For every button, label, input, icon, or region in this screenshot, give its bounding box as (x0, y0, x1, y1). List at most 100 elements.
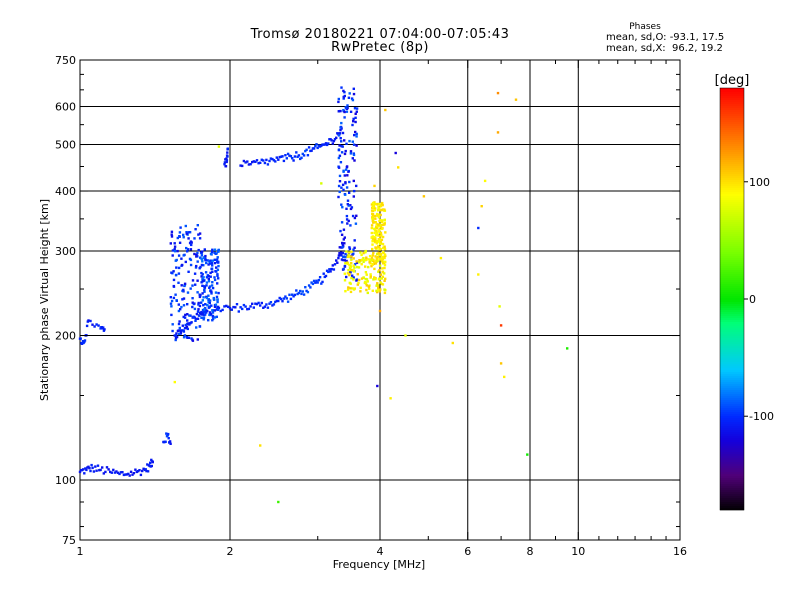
echo-point (312, 147, 316, 150)
echo-point (341, 243, 344, 246)
echo-point (380, 203, 384, 206)
colorbar-segment (720, 114, 744, 117)
echo-point (173, 242, 176, 245)
echo-point (171, 323, 174, 326)
echo-point (346, 174, 349, 177)
colorbar-segment (720, 94, 744, 97)
colorbar-segment (720, 388, 744, 391)
colorbar-segment (720, 214, 744, 217)
echo-point (191, 279, 195, 282)
echo-point (341, 145, 344, 148)
echo-point (286, 152, 290, 156)
echo-point (239, 164, 242, 167)
echo-point (383, 256, 386, 259)
echo-point (345, 214, 349, 218)
echo-point (371, 243, 374, 246)
echo-point (364, 277, 367, 281)
echo-point (286, 300, 290, 303)
colorbar-segment (720, 218, 744, 221)
colorbar-segment (720, 358, 744, 361)
echo-point (225, 157, 228, 160)
echo-point (370, 226, 373, 230)
echo-point (189, 248, 193, 251)
echo-point (176, 236, 179, 240)
echo-point (181, 324, 184, 327)
echo-point (380, 282, 383, 286)
colorbar-segment (720, 464, 744, 467)
colorbar-segment (720, 142, 744, 145)
echo-point (209, 252, 213, 256)
echo-point (203, 285, 206, 288)
colorbar-segment (720, 176, 744, 179)
echo-point (193, 252, 196, 256)
echo-point (337, 195, 340, 199)
colorbar-segment (720, 364, 744, 367)
echo-point (480, 205, 483, 208)
echo-point (345, 186, 349, 189)
echo-point (182, 236, 185, 239)
echo-point (175, 332, 178, 335)
echo-point (498, 305, 501, 308)
colorbar-segment (720, 196, 744, 199)
echo-point (128, 474, 131, 477)
echo-point (255, 302, 259, 306)
echo-point (365, 278, 369, 281)
echo-point (169, 242, 172, 245)
colorbar-segment (720, 306, 744, 309)
echo-point (306, 154, 310, 157)
echo-point (314, 145, 317, 148)
echo-point (338, 174, 342, 178)
colorbar-segment (720, 338, 744, 341)
echo-point (358, 259, 361, 262)
echo-point (381, 283, 385, 286)
colorbar-segment (720, 134, 744, 137)
echo-point (337, 256, 340, 260)
echo-point (357, 278, 361, 282)
colorbar-segment (720, 360, 744, 363)
echo-point (375, 284, 378, 287)
colorbar-segment (720, 344, 744, 347)
echo-point (384, 254, 387, 258)
echo-point (344, 256, 347, 259)
echo-point (376, 259, 379, 263)
echo-point (215, 315, 218, 318)
echo-point (349, 204, 352, 207)
echo-point (375, 290, 379, 294)
echo-point (81, 340, 85, 343)
echo-point (200, 254, 204, 257)
echo-point (251, 302, 254, 305)
echo-point (216, 274, 219, 277)
colorbar-segment (720, 192, 744, 195)
colorbar-segment (720, 500, 744, 503)
echo-point (354, 116, 357, 119)
colorbar-segment (720, 404, 744, 407)
echo-point (381, 242, 385, 246)
echo-point (278, 296, 281, 300)
echo-point (186, 336, 189, 339)
echo-point (353, 246, 356, 249)
echo-point (89, 319, 92, 323)
echo-point (191, 339, 195, 342)
echo-point (104, 470, 107, 474)
echo-point (344, 168, 348, 171)
echo-point (175, 299, 178, 302)
echo-point (176, 329, 180, 333)
echo-point (191, 301, 194, 304)
echo-point (177, 322, 181, 326)
echo-point (325, 269, 329, 272)
phases-stats-title: Phases (629, 22, 661, 32)
echo-point (187, 336, 191, 339)
colorbar-segment (720, 234, 744, 237)
colorbar-segment (720, 482, 744, 485)
echo-point (333, 138, 337, 141)
colorbar-segment (720, 290, 744, 293)
echo-point (384, 108, 387, 112)
echo-point (365, 288, 368, 292)
echo-point (173, 250, 177, 253)
echo-point (370, 224, 374, 227)
echo-point (254, 302, 257, 305)
echo-point (181, 298, 184, 301)
colorbar-segment (720, 310, 744, 313)
echo-point (107, 468, 110, 471)
echo-point (339, 229, 342, 233)
